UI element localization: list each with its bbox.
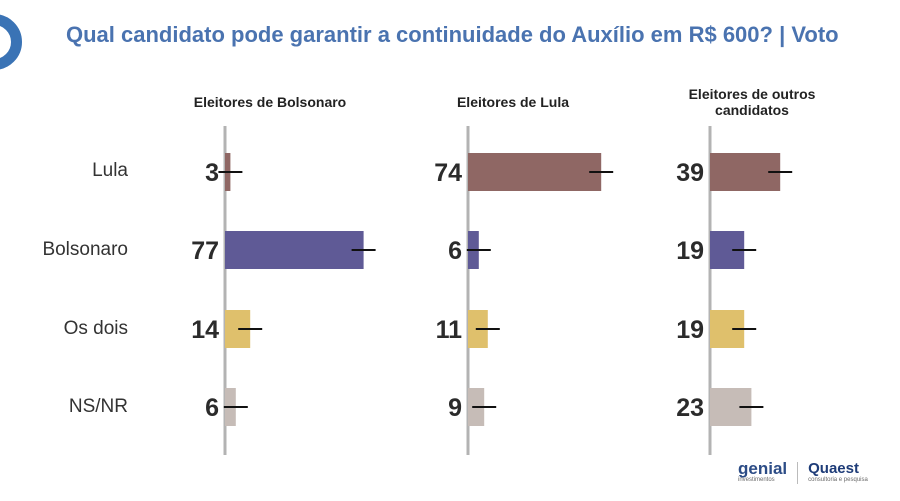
value-label-p2-r1: 19	[676, 237, 704, 265]
quaest-logo: Quaest consultoria e pesquisa	[808, 460, 868, 484]
value-label-p1-r0: 74	[434, 159, 462, 187]
value-label-p1-r1: 6	[448, 237, 462, 265]
value-label-p0-r0: 3	[205, 159, 219, 187]
chart-title: Qual candidato pode garantir a continuid…	[66, 22, 839, 47]
value-label-p1-r3: 9	[448, 394, 462, 422]
bar-p0-r1	[225, 231, 364, 269]
bar-p1-r0	[468, 153, 602, 191]
row-label-lula: Lula	[92, 160, 128, 181]
value-label-p1-r2: 11	[436, 316, 463, 344]
row-label-nsnr: NS/NR	[68, 396, 128, 417]
genial-logo-sub: investimentos	[738, 477, 775, 483]
value-label-p0-r1: 77	[191, 237, 219, 265]
quaest-logo-text: Quaest	[808, 460, 859, 477]
value-label-p2-r3: 23	[676, 394, 704, 422]
row-label-os-dois: Os dois	[63, 318, 128, 339]
panel-header-other-voters: Eleitores de outros candidatos	[688, 86, 816, 118]
genial-logo: genial investimentos	[738, 459, 788, 484]
panel-header-lula-voters: Eleitores de Lula	[456, 94, 570, 110]
genial-logo-text: genial	[738, 459, 788, 478]
value-label-p2-r2: 19	[676, 316, 704, 344]
value-label-p0-r3: 6	[205, 394, 219, 422]
footer-logos: genial investimentos Quaest consultoria …	[738, 459, 868, 484]
logo-divider	[797, 462, 799, 484]
panel-header-bolsonaro-voters: Eleitores de Bolsonaro	[193, 94, 347, 110]
quaest-logo-sub: consultoria e pesquisa	[808, 477, 868, 483]
value-label-p0-r2: 14	[191, 316, 219, 344]
row-label-bolsonaro: Bolsonaro	[42, 239, 128, 260]
value-label-p2-r0: 39	[676, 159, 704, 187]
